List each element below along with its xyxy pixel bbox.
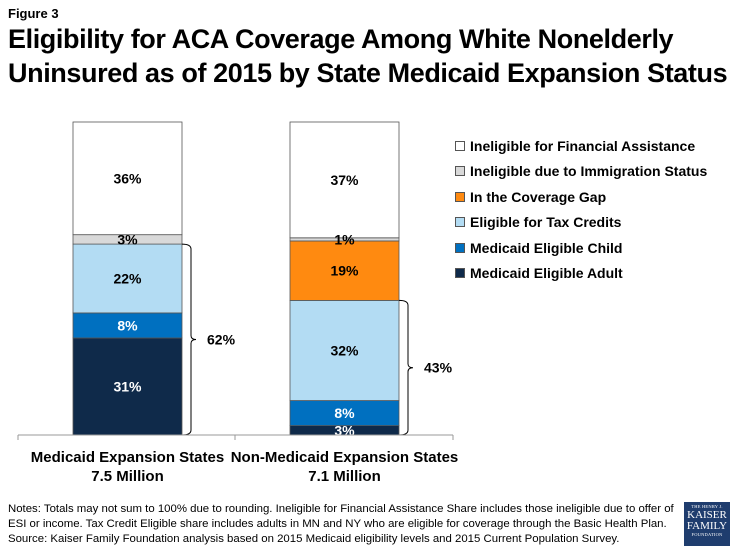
legend-item: In the Coverage Gap [455,184,707,210]
bar-segment-medicaid-eligible-child-1 [289,400,400,427]
brace-bracket [181,243,197,436]
x-tick-sublabel: 7.5 Million [91,468,164,485]
data-label: 1% [334,231,355,247]
x-tick-label: Non-Medicaid Expansion States [231,449,459,466]
legend-swatch-icon [455,140,465,151]
legend-item: Ineligible for Financial Assistance [455,133,707,159]
x-axis: Medicaid Expansion States 7.5 Million Non-… [17,434,459,485]
bar-segment-medicaid-eligible-child-0 [72,312,183,339]
x-tick-label: Medicaid Expansion States [31,449,224,466]
logo-line-1: THE HENRY J. [691,504,723,509]
brace-label: 43% [424,360,453,376]
data-label: 3% [334,422,355,438]
chart-title: Eligibility for ACA Coverage Among White… [8,24,728,88]
brace-label: 62% [207,332,236,348]
bars-group: 31%8%22%3%36%3%8%32%19%1%37% [72,121,400,438]
data-label: 3% [117,231,138,247]
data-label: 31% [113,378,142,394]
legend-item: Eligible for Tax Credits [455,210,707,236]
legend-label: Eligible for Tax Credits [470,214,622,231]
legend-label: Ineligible for Financial Assistance [470,137,696,154]
legend-label: Ineligible due to Immigration Status [470,163,708,180]
bar-segment-ineligible-for-financial-assistance-1 [289,121,400,239]
bar-segment-in-the-coverage-gap-1 [289,240,400,301]
data-label: 36% [113,170,142,186]
data-label: 8% [117,317,138,333]
legend-swatch-icon [455,217,465,228]
data-label: 19% [330,263,359,279]
data-label: 22% [113,271,142,287]
bar-segment-ineligible-for-financial-assistance-0 [72,121,183,236]
data-label: 8% [334,405,355,421]
data-label: 37% [330,172,359,188]
notes: Notes: Totals may not sum to 100% due to… [8,502,678,547]
logo-line-4: FOUNDATION [691,532,723,537]
legend-swatch-icon [455,166,465,177]
notes-line-3: Source: Kaiser Family Foundation analysi… [8,533,620,545]
legend-swatch-icon [455,268,465,279]
brace-bracket [398,299,414,436]
legend-item: Medicaid Eligible Adult [455,261,707,287]
notes-line-1: Notes: Totals may not sum to 100% due to… [8,503,674,515]
stacked-bar-chart: 31%8%22%3%36%3%8%32%19%1%37% 62%43% Medi… [17,121,459,485]
data-label: 32% [330,342,359,358]
legend-item: Ineligible due to Immigration Status [455,159,707,185]
braces-group: 62% 43% [181,243,453,436]
legend-swatch-icon [455,242,465,253]
notes-line-2: ESI or income. Tax Credit Eligible share… [8,518,667,530]
bar-segment-eligible-for-tax-credits-0 [72,243,183,314]
legend-label: Medicaid Eligible Adult [470,265,623,282]
legend: Ineligible for Financial Assistance Ineli… [455,133,707,286]
legend-label: Medicaid Eligible Child [470,239,623,256]
logo-line-2: KAISER [687,509,727,521]
figure-label: Figure 3 [8,6,59,21]
x-tick-sublabel: 7.1 Million [308,468,381,485]
legend-item: Medicaid Eligible Child [455,235,707,261]
legend-swatch-icon [455,191,465,202]
legend-label: In the Coverage Gap [470,188,607,205]
bar-segment-medicaid-eligible-adult-0 [72,337,183,436]
kff-logo: THE HENRY J. KAISER FAMILY FOUNDATION [684,502,730,546]
logo-line-3: FAMILY [686,520,728,532]
